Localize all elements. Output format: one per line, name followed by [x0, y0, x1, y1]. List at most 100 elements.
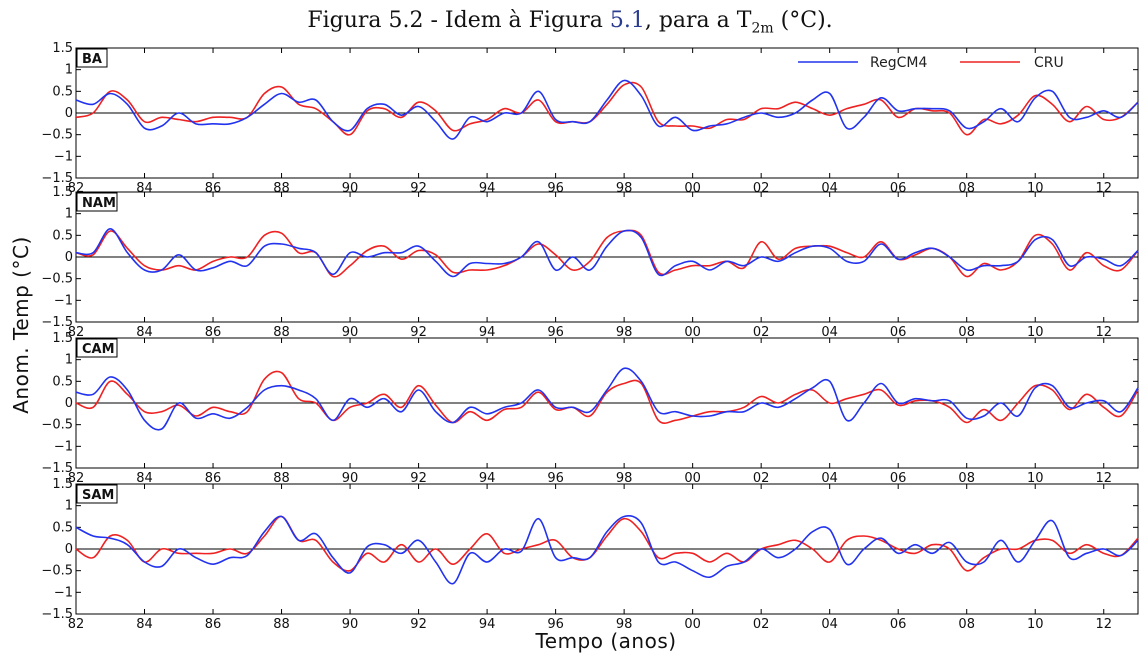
figure-title-tail-a: , para a T	[644, 8, 752, 33]
y-tick-label: −1.5	[41, 607, 73, 622]
panel-label-box	[76, 338, 118, 358]
y-tick-label: 0.5	[52, 84, 73, 99]
y-tick-label: 1.5	[52, 331, 73, 346]
x-tick-label: 84	[136, 471, 153, 486]
y-tick-label: 0.5	[52, 374, 73, 389]
x-tick-label: 88	[273, 617, 290, 632]
y-tick-label: 1	[65, 63, 73, 78]
x-tick-label: 90	[342, 617, 359, 632]
x-tick-label: 92	[410, 325, 427, 340]
y-tick-label: −1.5	[41, 171, 73, 186]
x-tick-label: 10	[1027, 325, 1044, 340]
legend-label-cru: CRU	[1034, 55, 1064, 71]
figure-title-tail-b: (°C).	[773, 8, 833, 33]
x-axis-label: Tempo (anos)	[534, 629, 676, 653]
panel-label-box	[76, 48, 108, 68]
x-tick-label: 84	[136, 325, 153, 340]
x-tick-label: 96	[547, 471, 564, 486]
x-tick-label: 00	[684, 471, 701, 486]
y-tick-label: 0	[65, 542, 73, 557]
panel-label: SAM	[82, 488, 114, 503]
y-tick-label: 1	[65, 353, 73, 368]
series-line-regcm4	[75, 515, 1139, 585]
y-tick-label: −1	[54, 439, 73, 454]
x-tick-label: 12	[1095, 617, 1112, 632]
y-tick-label: −1	[54, 293, 73, 308]
x-tick-label: 94	[479, 617, 496, 632]
y-tick-label: −0.5	[41, 418, 73, 433]
panel-ba: −1.5−1−0.500.511.582 84 86 88 90 92 94 96 98 00 02…	[41, 41, 1139, 196]
x-tick-label: 82	[68, 325, 85, 340]
x-tick-label: 04	[821, 471, 838, 486]
x-tick-label: 08	[958, 617, 975, 632]
x-tick-label: 96	[547, 325, 564, 340]
x-tick-label: 82	[68, 617, 85, 632]
x-tick-label: 02	[753, 325, 770, 340]
x-tick-label: 82	[68, 471, 85, 486]
y-tick-label: −1.5	[41, 461, 73, 476]
panel-label: BA	[82, 52, 102, 67]
series-line-cru	[75, 370, 1139, 425]
panel-nam: −1.5 −1 −0.5 0 0.5 1 1.5 82 84 86 88 90 92 94 96 98 00 02…	[41, 185, 1139, 340]
panel-cam: −1.5 −1 −0.5 0 0.5 1 1.5 82 84 86 88 90 92 94 96 98 00 02…	[41, 331, 1139, 486]
panels-group: −1.5−1−0.500.511.582 84 86 88 90 92 94 96 98 00 02…	[41, 41, 1139, 632]
x-tick-label: 88	[273, 325, 290, 340]
x-tick-label: 84	[136, 617, 153, 632]
x-tick-label: 94	[479, 325, 496, 340]
x-tick-label: 88	[273, 471, 290, 486]
x-tick-label: 92	[410, 471, 427, 486]
x-tick-label: 04	[821, 617, 838, 632]
x-tick-label: 08	[958, 471, 975, 486]
x-tick-label: 02	[753, 471, 770, 486]
x-tick-label: 90	[342, 325, 359, 340]
y-tick-label: −0.5	[41, 564, 73, 579]
x-tick-label: 98	[616, 471, 633, 486]
y-tick-label: 0	[65, 396, 73, 411]
series-line-regcm4	[75, 367, 1139, 431]
x-tick-label: 86	[205, 471, 222, 486]
x-tick-label: 06	[890, 471, 907, 486]
x-tick-label: 00	[684, 325, 701, 340]
x-tick-label: 98	[616, 617, 633, 632]
y-axis-label: Anom. Temp (°C)	[9, 236, 33, 414]
x-tick-label: 94	[479, 471, 496, 486]
y-tick-label: 1	[65, 499, 73, 514]
x-tick-label: 90	[342, 471, 359, 486]
panel-label-box	[76, 484, 118, 504]
x-tick-label: 92	[410, 617, 427, 632]
series-line-cru	[75, 81, 1139, 136]
x-tick-label: 86	[205, 325, 222, 340]
x-tick-label: 08	[958, 325, 975, 340]
y-tick-label: 1.5	[52, 477, 73, 492]
panel-sam: −1.5 −1 −0.5 0 0.5 1 1.5 82 84 86 88 90 92 94 96 98 00 02…	[41, 477, 1139, 632]
figure-reference-link[interactable]: 5.1	[609, 8, 645, 33]
x-tick-label: 00	[684, 617, 701, 632]
y-tick-label: −1	[54, 585, 73, 600]
x-tick-label: 86	[205, 617, 222, 632]
series-line-regcm4	[75, 79, 1139, 140]
panel-label: NAM	[82, 196, 116, 211]
series-line-regcm4	[75, 228, 1139, 278]
y-tick-label: −1.5	[41, 315, 73, 330]
figure-title-main: Figura 5.2 - Idem à Figura	[307, 8, 610, 33]
y-tick-label: −1	[54, 149, 73, 164]
figure-title: Figura 5.2 - Idem à Figura 5.1, para a T…	[0, 8, 1140, 36]
x-tick-label: 06	[890, 325, 907, 340]
x-tick-label: 10	[1027, 471, 1044, 486]
x-tick-label: 98	[616, 325, 633, 340]
legend: RegCM4 CRU	[798, 55, 1064, 71]
x-tick-label: 02	[753, 617, 770, 632]
y-tick-label: −0.5	[41, 128, 73, 143]
y-tick-label: 1.5	[52, 185, 73, 200]
panel-label-box	[76, 192, 118, 212]
y-tick-label: −0.5	[41, 272, 73, 287]
figure-title-subscript: 2m	[751, 20, 774, 37]
y-tick-label: 0	[65, 250, 73, 265]
series-line-cru	[75, 229, 1139, 278]
y-tick-label: 1.5	[52, 41, 73, 56]
series-line-cru	[75, 515, 1139, 572]
x-tick-label: 96	[547, 617, 564, 632]
x-tick-label: 12	[1095, 471, 1112, 486]
x-tick-label: 06	[890, 617, 907, 632]
